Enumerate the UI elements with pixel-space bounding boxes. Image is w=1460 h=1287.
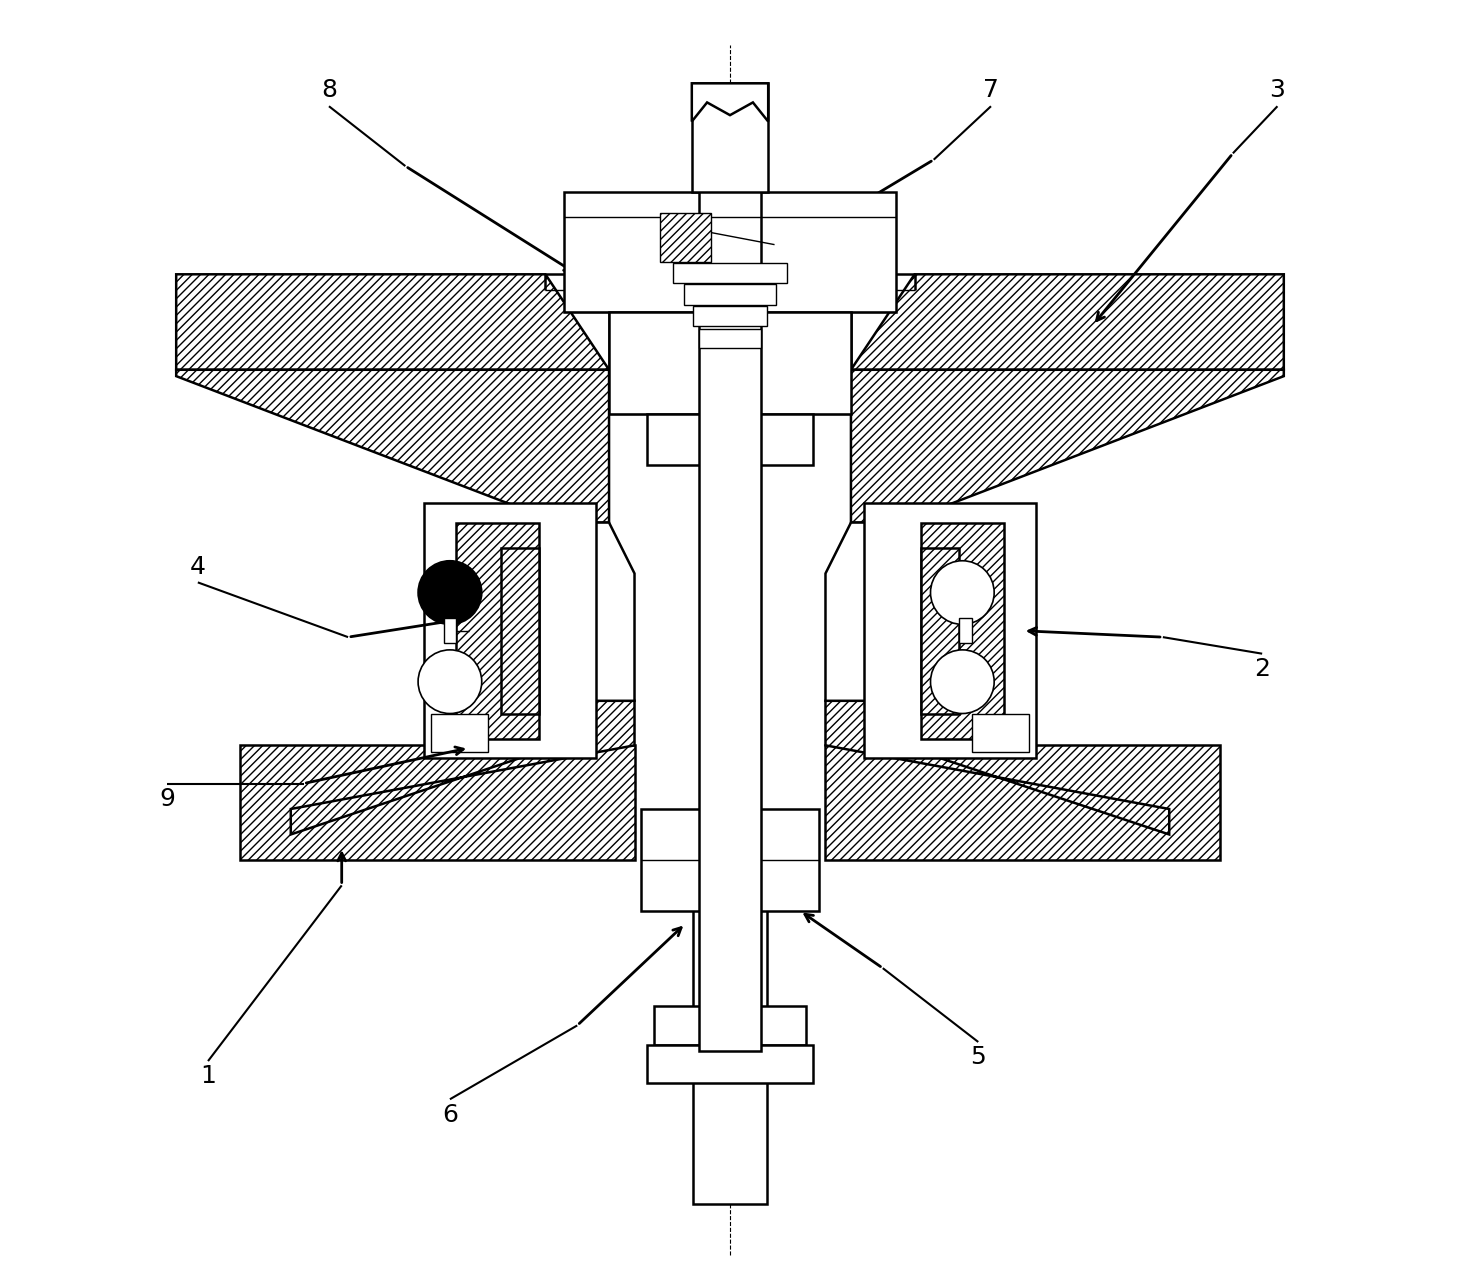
Bar [239, 745, 635, 860]
Bar [972, 713, 1029, 752]
Text: 2: 2 [1254, 656, 1270, 681]
Bar [699, 97, 761, 1051]
Bar [694, 306, 767, 327]
Bar [959, 618, 972, 644]
Circle shape [418, 650, 482, 713]
Text: 7: 7 [983, 77, 999, 102]
Circle shape [930, 650, 994, 713]
Text: 3: 3 [1270, 77, 1285, 102]
Polygon shape [177, 369, 609, 523]
Text: 6: 6 [442, 1103, 458, 1126]
Bar [685, 284, 775, 305]
Circle shape [418, 561, 482, 624]
Bar [692, 84, 768, 192]
Text: 5: 5 [971, 1045, 986, 1069]
Circle shape [930, 561, 994, 624]
Bar [921, 523, 1003, 739]
Polygon shape [851, 274, 1283, 369]
Text: 9: 9 [159, 786, 175, 811]
Text: 4: 4 [190, 555, 206, 579]
Bar [921, 548, 959, 713]
Polygon shape [177, 274, 609, 369]
Bar [864, 503, 1035, 758]
Bar [699, 329, 761, 349]
Polygon shape [825, 523, 902, 701]
Bar [501, 548, 539, 713]
Bar [825, 745, 1221, 860]
Bar [660, 214, 711, 261]
Bar [694, 1076, 767, 1203]
Bar [431, 713, 488, 752]
Bar [654, 1006, 806, 1045]
Bar [641, 810, 819, 911]
Polygon shape [291, 701, 635, 834]
Bar [457, 523, 539, 739]
Bar [425, 503, 596, 758]
Polygon shape [692, 84, 768, 121]
Bar [565, 192, 895, 313]
Polygon shape [825, 701, 1169, 834]
Bar [694, 860, 767, 1045]
Bar [609, 313, 851, 414]
Text: 1: 1 [200, 1064, 216, 1089]
Bar [444, 618, 457, 644]
Bar [647, 414, 813, 466]
Bar [673, 263, 787, 283]
Text: 8: 8 [321, 77, 337, 102]
Bar [647, 1045, 813, 1082]
Polygon shape [558, 523, 635, 701]
Polygon shape [851, 369, 1283, 523]
